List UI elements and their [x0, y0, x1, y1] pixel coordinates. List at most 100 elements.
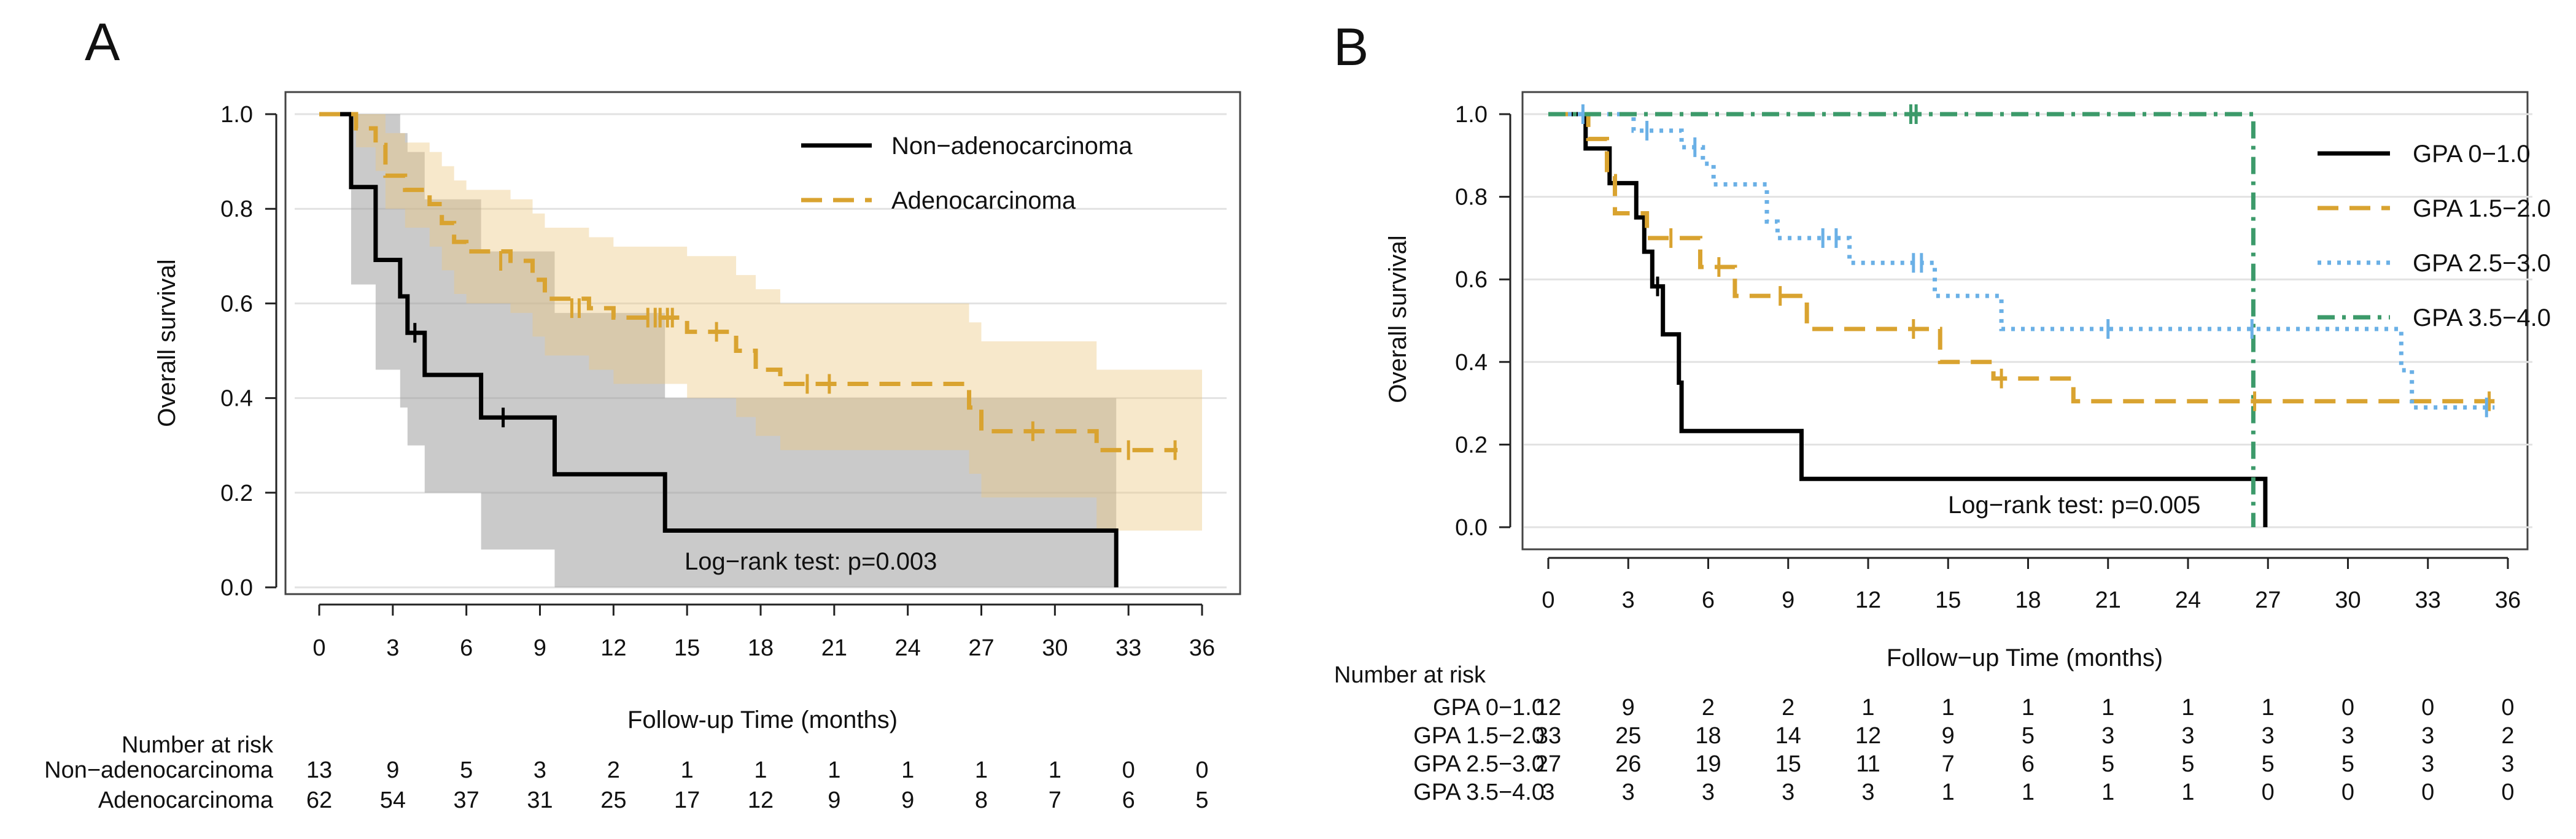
risk-value: 19: [1695, 751, 1721, 777]
x-tick-label: 18: [748, 635, 774, 661]
y-tick-label: 0.6: [1455, 267, 1488, 293]
y-tick-label: 0.2: [1455, 432, 1488, 458]
risk-value: 5: [460, 757, 473, 783]
y-tick-label: 0.8: [220, 196, 253, 222]
panel-b-censor-marks: [1581, 104, 2491, 417]
x-tick-label: 30: [1042, 635, 1068, 661]
risk-value: 0: [2421, 779, 2434, 805]
risk-value: 2: [1782, 695, 1794, 721]
y-tick-label: 1.0: [220, 102, 253, 128]
risk-value: 2: [1702, 695, 1715, 721]
risk-value: 12: [1855, 723, 1881, 749]
risk-value: 1: [2101, 695, 2114, 721]
risk-value: 3: [2421, 723, 2434, 749]
x-tick-label: 36: [1189, 635, 1215, 661]
panel-b-legend-label-gpa-0-1: GPA 0−1.0: [2413, 141, 2531, 168]
x-tick-label: 18: [2015, 587, 2041, 613]
y-tick-label: 0.8: [1455, 185, 1488, 211]
y-tick-label: 0.4: [220, 386, 253, 412]
risk-value: 3: [2181, 723, 2194, 749]
risk-value: 17: [674, 787, 700, 813]
risk-value: 25: [600, 787, 626, 813]
risk-value: 0: [1122, 757, 1135, 783]
panel-b-legend-label-gpa-3-5-4: GPA 3.5−4.0: [2413, 304, 2551, 331]
panel-a-plot-frame: [284, 91, 1241, 595]
survival-curve-2: [1548, 112, 2495, 410]
risk-value: 12: [1535, 695, 1561, 721]
risk-row-label: Non−adenocarcinoma: [44, 757, 274, 783]
risk-value: 9: [386, 757, 399, 783]
risk-value: 3: [1702, 779, 1715, 805]
risk-value: 2: [2501, 723, 2514, 749]
panel-a-legend-label-non-adeno: Non−adenocarcinoma: [891, 133, 1133, 160]
risk-value: 62: [306, 787, 332, 813]
x-tick-label: 9: [533, 635, 546, 661]
x-tick-label: 0: [1542, 587, 1554, 613]
x-tick-label: 30: [2335, 587, 2361, 613]
risk-value: 9: [1622, 695, 1635, 721]
x-tick-label: 6: [1702, 587, 1715, 613]
risk-value: 3: [2101, 723, 2114, 749]
risk-value: 8: [975, 787, 988, 813]
x-tick-label: 3: [386, 635, 399, 661]
risk-value: 5: [1195, 787, 1208, 813]
risk-value: 0: [1195, 757, 1208, 783]
x-tick-label: 12: [1855, 587, 1881, 613]
risk-value: 0: [2341, 779, 2354, 805]
panel-a-confidence-bands: [319, 114, 1202, 587]
risk-value: 33: [1535, 723, 1561, 749]
risk-value: 7: [1942, 751, 1955, 777]
risk-value: 0: [2501, 695, 2514, 721]
panel-a-ylabel: Overall survival: [153, 259, 180, 427]
x-tick-label: 21: [2095, 587, 2121, 613]
panel-b-plot-frame: [1521, 91, 2529, 551]
x-tick-label: 21: [821, 635, 847, 661]
x-tick-label: 27: [968, 635, 994, 661]
risk-value: 1: [2181, 779, 2194, 805]
risk-value: 0: [2262, 779, 2275, 805]
panel-b-survival-curves: [1548, 112, 2495, 527]
risk-value: 3: [1861, 779, 1874, 805]
x-tick-label: 27: [2255, 587, 2281, 613]
risk-value: 12: [748, 787, 774, 813]
risk-value: 3: [2501, 751, 2514, 777]
risk-value: 1: [1049, 757, 1061, 783]
panel-b-legend-label-gpa-1-5-2: GPA 1.5−2.0: [2413, 195, 2551, 222]
panel-b-grid: [1524, 113, 2532, 528]
confidence-band-0: [319, 114, 1117, 587]
panel-b-ylabel: Overall survival: [1384, 235, 1411, 403]
risk-value: 1: [901, 757, 914, 783]
panel-b-logrank-annotation: Log−rank test: p=0.005: [1948, 492, 2200, 519]
risk-value: 5: [2101, 751, 2114, 777]
risk-value: 1: [754, 757, 767, 783]
risk-value: 11: [1856, 751, 1880, 777]
risk-value: 7: [1049, 787, 1061, 813]
y-tick-label: 0.6: [220, 291, 253, 317]
risk-value: 9: [828, 787, 840, 813]
panel-a-axes: 0 3 6 9 12 15 18 21 24 27 30 33 360.00.20.40.60.81.0: [220, 102, 1215, 661]
x-tick-label: 15: [674, 635, 700, 661]
risk-value: 1: [828, 757, 840, 783]
risk-value: 3: [2262, 723, 2275, 749]
risk-value: 3: [1542, 779, 1554, 805]
risk-value: 1: [1942, 695, 1955, 721]
panel-b-legend-label-gpa-2-5-3: GPA 2.5−3.0: [2413, 250, 2551, 277]
panel-a-legend-label-adeno: Adenocarcinoma: [891, 187, 1076, 214]
y-tick-label: 0.0: [220, 575, 253, 601]
panel-a-xlabel: Follow-up Time (months): [627, 706, 898, 733]
risk-value: 37: [454, 787, 479, 813]
y-tick-label: 0.0: [1455, 515, 1488, 541]
risk-value: 3: [1782, 779, 1794, 805]
risk-row-label: Adenocarcinoma: [98, 787, 274, 813]
risk-value: 18: [1695, 723, 1721, 749]
risk-value: 1: [2181, 695, 2194, 721]
x-tick-label: 0: [312, 635, 325, 661]
risk-value: 1: [1861, 695, 1874, 721]
panel-a-risk-title: Number at risk: [122, 732, 274, 758]
panel-a-legend: Non−adenocarcinoma Adenocarcinoma: [801, 133, 1133, 214]
risk-value: 13: [306, 757, 332, 783]
y-tick-label: 1.0: [1455, 102, 1488, 128]
survival-curve-1: [319, 112, 1178, 452]
risk-value: 0: [2421, 695, 2434, 721]
